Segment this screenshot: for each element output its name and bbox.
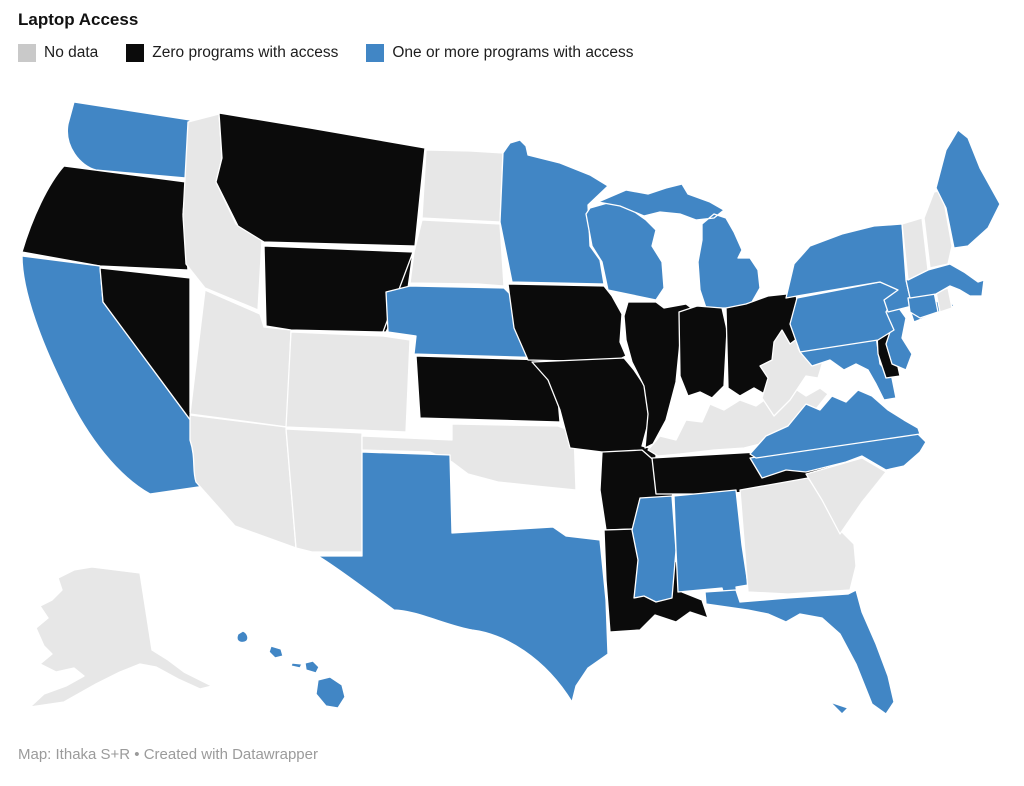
- state-iowa[interactable]: [507, 283, 627, 363]
- state-texas[interactable]: [317, 451, 609, 703]
- state-new-jersey[interactable]: [883, 303, 913, 371]
- legend-label: No data: [44, 44, 99, 61]
- state-california[interactable]: [21, 255, 215, 495]
- state-michigan[interactable]: [597, 183, 761, 309]
- state-massachusetts[interactable]: [905, 263, 985, 299]
- legend-label: One or more programs with access: [392, 44, 634, 61]
- state-north-carolina[interactable]: [749, 433, 927, 479]
- legend-swatch: [18, 44, 36, 62]
- state-colorado[interactable]: [285, 331, 411, 433]
- state-south-carolina[interactable]: [805, 457, 887, 535]
- state-mississippi[interactable]: [631, 495, 677, 603]
- state-south-dakota[interactable]: [409, 219, 505, 287]
- state-new-hampshire[interactable]: [923, 189, 953, 269]
- legend-item: No data: [18, 44, 98, 62]
- state-alabama[interactable]: [673, 489, 749, 603]
- legend-swatch: [126, 44, 145, 62]
- legend-label: Zero programs with access: [152, 44, 339, 61]
- state-new-mexico[interactable]: [285, 428, 363, 553]
- state-arizona[interactable]: [189, 414, 297, 549]
- legend-item: One or more programs with access: [366, 44, 634, 62]
- state-montana[interactable]: [215, 112, 426, 247]
- state-hawaii[interactable]: [236, 630, 346, 709]
- legend: No data Zero programs with access One or m…: [18, 44, 634, 62]
- state-oklahoma[interactable]: [361, 423, 577, 491]
- state-missouri[interactable]: [531, 357, 657, 465]
- state-florida[interactable]: [704, 589, 895, 715]
- state-wisconsin[interactable]: [585, 199, 665, 301]
- attribution: Map: Ithaka S+R • Created with Datawrapp…: [18, 746, 318, 763]
- map-title: Laptop Access: [18, 10, 139, 29]
- state-minnesota[interactable]: [499, 139, 609, 285]
- state-illinois[interactable]: [623, 301, 695, 449]
- state-virginia[interactable]: [749, 389, 921, 459]
- state-alaska[interactable]: [29, 566, 213, 708]
- legend-item: Zero programs with access: [126, 44, 338, 62]
- state-maine[interactable]: [935, 129, 1001, 249]
- state-oregon[interactable]: [21, 165, 189, 271]
- state-vermont[interactable]: [901, 217, 929, 281]
- legend-swatch: [366, 44, 385, 62]
- map-header: Laptop Access No data Zero programs with …: [18, 10, 634, 62]
- state-north-dakota[interactable]: [421, 149, 504, 223]
- state-indiana[interactable]: [678, 305, 728, 399]
- state-washington[interactable]: [66, 101, 191, 179]
